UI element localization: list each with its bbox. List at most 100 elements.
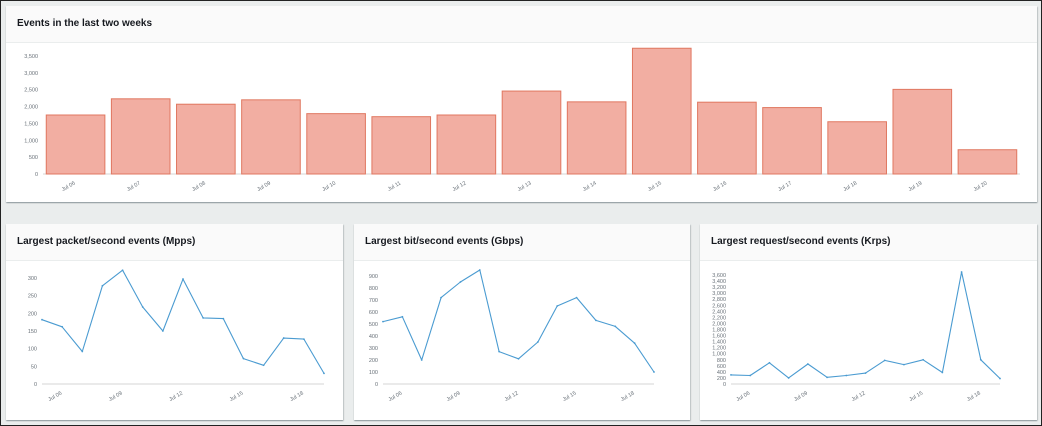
x-tick-label: Jul 20: [973, 181, 989, 194]
bits-panel: Largest bit/second events (Gbps) 0 100 200…: [354, 224, 690, 420]
packets-panel-header: Largest packet/second events (Mpps): [6, 224, 343, 261]
y-tick-label: 2,600: [712, 303, 726, 309]
data-point: [845, 374, 848, 377]
y-tick-label: 150: [28, 329, 37, 335]
y-tick-label: 1,800: [712, 328, 726, 334]
y-tick-label: 3,600: [712, 273, 726, 279]
bar: [697, 101, 757, 175]
y-tick-label: 1,600: [712, 334, 726, 340]
x-tick-label: Jul 15: [562, 391, 578, 404]
x-tick-label: Jul 18: [966, 391, 982, 404]
x-tick-label: Jul 12: [851, 391, 867, 404]
data-point: [864, 372, 867, 374]
data-point: [262, 364, 265, 367]
bar: [631, 47, 692, 175]
data-point: [979, 358, 982, 361]
data-point: [182, 278, 184, 280]
data-point: [536, 341, 539, 343]
y-tick-label: 100: [369, 370, 378, 376]
y-tick-label: 3,500: [24, 54, 38, 60]
x-tick-label: Jul 09: [446, 391, 462, 404]
data-point: [323, 372, 325, 375]
bits-panel-header: Largest bit/second events (Gbps): [354, 224, 690, 261]
data-point: [941, 371, 944, 374]
x-tick-label: Jul 17: [777, 181, 793, 194]
x-tick-label: Jul 15: [908, 391, 924, 404]
packets-panel-title: Largest packet/second events (Mpps): [17, 236, 196, 247]
events-panel-header: Events in the last two weeks: [6, 6, 1037, 43]
y-tick-label: 200: [717, 376, 726, 382]
y-tick-label: 1,500: [24, 121, 38, 127]
data-point: [202, 317, 205, 319]
data-point: [498, 350, 501, 353]
data-point: [787, 377, 790, 379]
series-line: [382, 269, 655, 373]
x-tick-label: Jul 12: [452, 181, 468, 194]
bar: [762, 107, 822, 175]
x-tick-label: Jul 15: [647, 181, 663, 194]
y-tick-label: 900: [369, 274, 378, 280]
y-tick-label: 800: [369, 286, 378, 292]
y-tick-label: 3,000: [712, 291, 726, 297]
x-tick-label: Jul 09: [793, 391, 809, 404]
bar: [827, 121, 887, 175]
requests-line-chart: 02004006008001,0001,2001,4001,6001,8002,…: [712, 271, 1001, 404]
bar: [371, 116, 432, 175]
data-point: [517, 357, 520, 360]
x-tick-label: Jul 06: [388, 391, 404, 404]
y-tick-label: 0: [35, 172, 38, 178]
y-tick-label: 300: [369, 346, 378, 352]
data-point: [883, 359, 886, 362]
y-tick-label: 2,800: [712, 297, 726, 303]
bar: [892, 88, 953, 175]
data-point: [826, 376, 828, 379]
events-panel: Events in the last two weeks 0 500 1,000 1,…: [6, 6, 1037, 202]
events-bar-chart: 0 500 1,000 1,500 2,000 2,500 3,000 3,500 Jul 06…: [24, 47, 1020, 194]
bar: [110, 98, 171, 175]
packets-line-chart: 0 50 100 150 200 250 300 Jul 06 Jul 09 Jul 12 Jul …: [28, 269, 325, 404]
y-tick-label: 600: [717, 364, 726, 370]
y-tick-label: 1,000: [24, 138, 38, 144]
data-point: [614, 325, 617, 328]
data-point: [302, 338, 305, 341]
y-tick-label: 2,400: [712, 309, 726, 315]
bar: [436, 114, 497, 175]
data-point: [101, 284, 104, 287]
requests-panel-title: Largest request/second events (Krps): [711, 236, 891, 247]
data-point: [81, 350, 84, 353]
bits-line-chart: 0 100 200 300 400 500 600 700 800 900 Jul 06 Jul 09…: [369, 269, 655, 404]
bar: [566, 101, 627, 175]
y-tick-label: 2,500: [24, 88, 38, 94]
series-line: [41, 269, 325, 374]
bar: [241, 99, 301, 175]
x-tick-label: Jul 18: [842, 181, 858, 194]
data-point: [440, 296, 442, 299]
y-tick-label: 0: [34, 382, 37, 388]
data-point: [382, 320, 384, 323]
data-point: [478, 269, 481, 271]
y-tick-label: 3,400: [712, 279, 726, 285]
y-tick-label: 0: [723, 382, 726, 388]
data-point: [730, 374, 732, 376]
bar: [501, 90, 562, 175]
y-tick-label: 1,200: [712, 346, 726, 352]
bar: [957, 149, 1018, 175]
data-point: [420, 359, 423, 361]
data-point: [595, 319, 597, 322]
data-point: [556, 305, 559, 307]
x-tick-label: Jul 09: [256, 181, 272, 194]
x-tick-label: Jul 14: [582, 181, 598, 194]
x-tick-label: Jul 18: [620, 391, 636, 404]
y-tick-label: 2,000: [712, 321, 726, 327]
data-point: [575, 296, 578, 299]
x-tick-label: Jul 18: [289, 391, 305, 404]
x-tick-label: Jul 07: [126, 181, 142, 194]
data-point: [121, 269, 124, 272]
x-tick-label: Jul 19: [908, 181, 924, 194]
data-point: [768, 361, 771, 364]
data-point: [749, 374, 752, 377]
y-tick-label: 100: [28, 347, 37, 353]
data-point: [161, 330, 164, 332]
y-tick-label: 400: [369, 334, 378, 340]
